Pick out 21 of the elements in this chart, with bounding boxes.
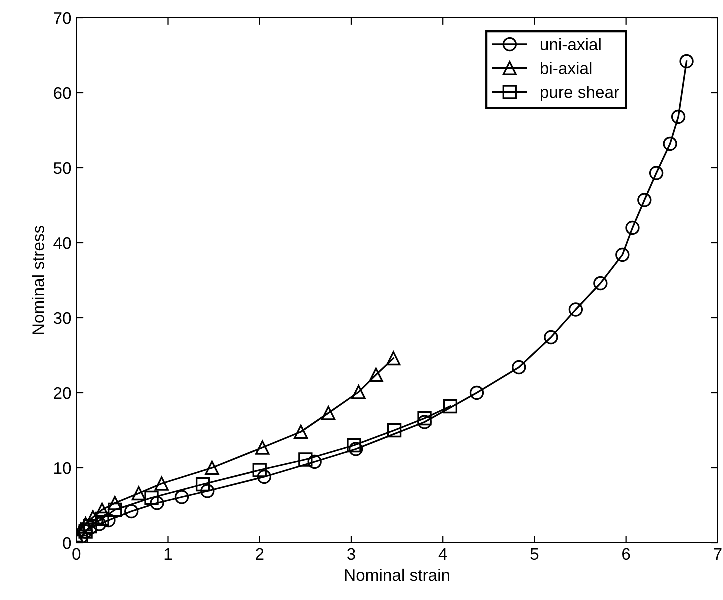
x-axis-title: Nominal strain: [345, 568, 450, 582]
y-tick-label: 70: [54, 12, 72, 24]
x-tick-label: 7: [714, 548, 722, 560]
y-tick-label: 40: [54, 237, 72, 250]
x-tick-label: 6: [622, 548, 630, 560]
legend-label: uni-axial: [540, 38, 601, 50]
x-tick-label: 4: [438, 548, 448, 560]
y-tick-label: 30: [54, 312, 72, 324]
y-tick-label: 50: [54, 162, 72, 174]
x-tick-label: 5: [530, 548, 539, 560]
y-tick-label: 60: [54, 87, 72, 100]
y-axis-title: Nominal stress: [32, 226, 44, 334]
legend-label: bi-axial: [540, 62, 592, 74]
x-tick-label: 0: [72, 548, 81, 560]
y-tick-label: 20: [54, 387, 72, 400]
legend-label: pure shear: [540, 86, 620, 102]
y-tick-label: 10: [54, 462, 72, 474]
y-tick-label: 0: [63, 537, 72, 550]
x-tick-label: 2: [256, 548, 264, 560]
x-tick-label: 3: [347, 548, 356, 560]
x-tick-label: 1: [164, 548, 172, 560]
